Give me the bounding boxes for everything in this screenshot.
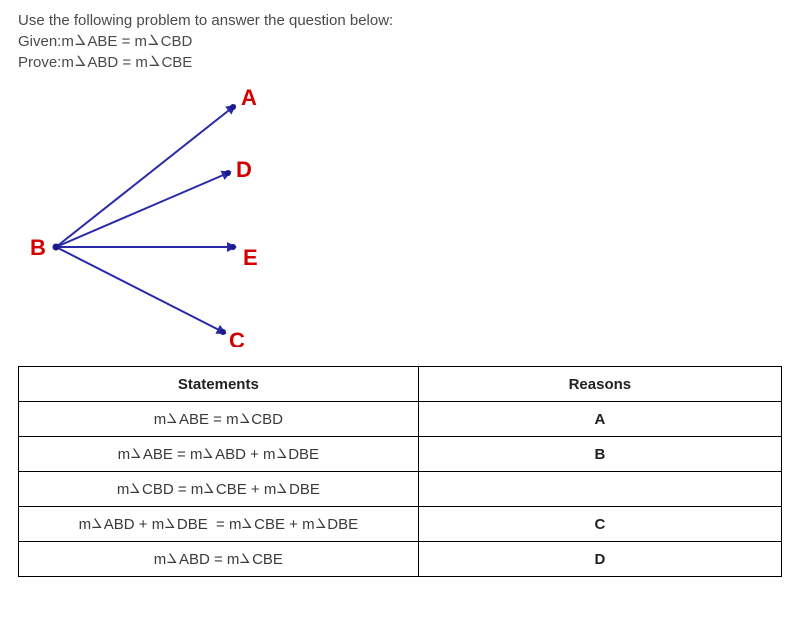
angle-expr: m∠ABD <box>154 551 210 568</box>
svg-text:D: D <box>236 157 252 182</box>
angle-expr: m∠DBE <box>302 516 358 533</box>
table-row: m∠ABD + m∠DBE = m∠CBE + m∠DBEC <box>19 507 782 542</box>
angle-diagram: A D E C B <box>18 77 782 352</box>
given-right: m∠CBD <box>135 31 193 52</box>
angle-expr: m∠CBE <box>229 516 285 533</box>
svg-text:E: E <box>243 245 258 270</box>
operator: + <box>285 516 302 533</box>
operator: = <box>209 411 226 428</box>
reason-cell: C <box>418 507 781 542</box>
given-label: Given: <box>18 31 61 52</box>
given-prove-block: Given: m∠ABE = m∠CBD Prove: m∠ABD = m∠CB… <box>18 31 782 73</box>
operator: = <box>173 446 190 463</box>
angle-expr: m∠ABD <box>79 516 135 533</box>
prove-left: m∠ABD <box>61 52 118 73</box>
reason-cell: B <box>418 437 781 472</box>
intro-text: Use the following problem to answer the … <box>18 12 782 29</box>
operator: = <box>208 516 229 533</box>
angle-expr: m∠ABE <box>154 411 209 428</box>
table-row: m∠ABD = m∠CBED <box>19 542 782 577</box>
angle-expr: m∠DBE <box>152 516 208 533</box>
svg-text:B: B <box>30 235 46 260</box>
svg-text:C: C <box>229 328 245 347</box>
reason-cell <box>418 472 781 507</box>
angle-expr: m∠DBE <box>264 481 320 498</box>
table-row: m∠ABE = m∠CBDA <box>19 402 782 437</box>
angle-expr: m∠ABE <box>118 446 173 463</box>
operator: + <box>135 516 152 533</box>
table-header-row: Statements Reasons <box>19 367 782 402</box>
angle-expr: m∠DBE <box>263 446 319 463</box>
reason-cell: A <box>418 402 781 437</box>
operator: = <box>210 551 227 568</box>
statement-cell: m∠ABE = m∠ABD + m∠DBE <box>19 437 419 472</box>
operator: + <box>247 481 264 498</box>
reasons-header: Reasons <box>418 367 781 402</box>
prove-label: Prove: <box>18 52 61 73</box>
statement-cell: m∠CBD = m∠CBE + m∠DBE <box>19 472 419 507</box>
operator: + <box>246 446 263 463</box>
equals: = <box>117 31 134 52</box>
angle-expr: m∠CBD <box>117 481 174 498</box>
table-row: m∠CBD = m∠CBE + m∠DBE <box>19 472 782 507</box>
equals: = <box>118 52 135 73</box>
diagram-svg: A D E C B <box>18 77 308 347</box>
statement-cell: m∠ABD + m∠DBE = m∠CBE + m∠DBE <box>19 507 419 542</box>
svg-text:A: A <box>241 85 257 110</box>
statement-cell: m∠ABE = m∠CBD <box>19 402 419 437</box>
given-line: Given: m∠ABE = m∠CBD <box>18 31 782 52</box>
statement-cell: m∠ABD = m∠CBE <box>19 542 419 577</box>
angle-expr: m∠CBE <box>191 481 247 498</box>
statements-header: Statements <box>19 367 419 402</box>
operator: = <box>174 481 191 498</box>
prove-line: Prove: m∠ABD = m∠CBE <box>18 52 782 73</box>
angle-expr: m∠CBD <box>226 411 283 428</box>
given-left: m∠ABE <box>61 31 117 52</box>
angle-expr: m∠CBE <box>227 551 283 568</box>
prove-right: m∠CBE <box>135 52 192 73</box>
proof-table: Statements Reasons m∠ABE = m∠CBDAm∠ABE =… <box>18 366 782 577</box>
reason-cell: D <box>418 542 781 577</box>
angle-expr: m∠ABD <box>190 446 246 463</box>
table-row: m∠ABE = m∠ABD + m∠DBEB <box>19 437 782 472</box>
